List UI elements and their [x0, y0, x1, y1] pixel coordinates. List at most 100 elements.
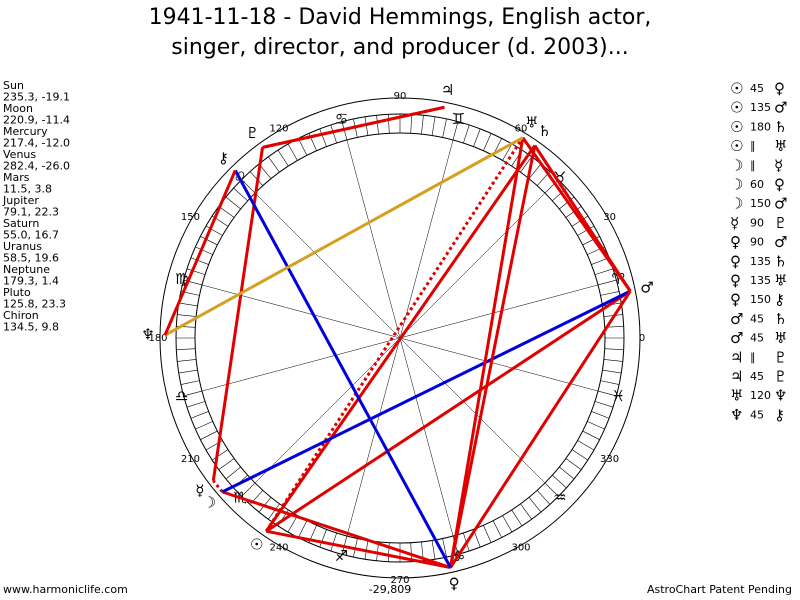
aspect-label: ∥ — [750, 140, 756, 153]
planet-name: Venus — [3, 148, 36, 161]
planet-name: Sun — [3, 79, 24, 92]
ring-tick — [604, 348, 624, 351]
ring-tick — [600, 380, 620, 385]
degree-label: 270 — [390, 575, 409, 586]
aspect-line — [221, 490, 451, 569]
planet-glyph: ☽ — [203, 493, 216, 511]
ring-tick — [536, 490, 551, 505]
aspect-from: ☉ — [730, 99, 743, 117]
aspect-line — [264, 136, 525, 533]
planet-position: 217.4, -12.0 — [3, 137, 70, 150]
aspect-from: ♀ — [730, 272, 741, 290]
aspect-from: ♀ — [730, 291, 741, 309]
aspect-from: ♂ — [730, 329, 743, 347]
ring-tick — [186, 401, 206, 408]
planet-position: 282.4, -26.0 — [3, 160, 70, 173]
ring-tick — [492, 520, 502, 538]
footer-right: AstroChart Patent Pending — [647, 583, 792, 596]
aspect-to: ⚷ — [774, 291, 785, 309]
ring-tick — [287, 143, 298, 161]
ring-tick — [180, 380, 200, 385]
aspect-from: ♃ — [730, 368, 743, 386]
aspect-to: ♅ — [774, 272, 787, 290]
aspect-to: ♄ — [774, 252, 787, 270]
aspect-label: 45 — [750, 370, 764, 383]
ring-tick — [528, 497, 542, 513]
aspect-line — [211, 147, 265, 481]
ring-tick — [544, 179, 559, 194]
aspect-from: ☽ — [730, 176, 743, 194]
zodiac-sign: ♎ — [175, 387, 188, 405]
footer-left: www.harmoniclife.com — [3, 583, 128, 596]
ring-tick — [483, 525, 492, 543]
aspect-from: ☉ — [730, 80, 743, 98]
zodiac-sign: ♊ — [452, 110, 465, 128]
ring-tick — [502, 515, 513, 533]
ring-tick — [582, 430, 600, 440]
ring-tick — [520, 156, 532, 173]
aspect-to: ☿ — [774, 156, 783, 174]
ring-tick — [268, 156, 280, 173]
ring-tick — [200, 236, 218, 246]
aspect-from: ♃ — [730, 348, 743, 366]
aspect-label: 45 — [750, 82, 764, 95]
ring-tick — [463, 124, 470, 144]
aspect-label: 135 — [750, 101, 771, 114]
zodiac-sign: ♒ — [553, 488, 566, 506]
ring-tick — [364, 116, 369, 136]
aspect-label: 45 — [750, 312, 764, 325]
aspect-line — [262, 105, 445, 149]
ring-tick — [277, 149, 289, 167]
ring-tick — [176, 348, 196, 351]
ring-tick — [552, 474, 567, 489]
ring-tick — [577, 225, 595, 236]
degree-label: 90 — [394, 91, 407, 102]
ring-tick — [330, 124, 337, 144]
planet-name: Saturn — [3, 217, 39, 230]
aspect-to: ♂ — [774, 233, 787, 251]
planet-glyph: ☉ — [250, 536, 263, 554]
ring-tick — [178, 369, 198, 374]
planet-glyph: ☿ — [195, 482, 204, 500]
ring-tick — [577, 440, 595, 451]
ring-tick — [200, 430, 218, 440]
aspect-label: ∥ — [750, 159, 756, 172]
zodiac-sign: ♈ — [612, 270, 625, 288]
aspect-line — [164, 136, 524, 337]
aspect-to: ♅ — [774, 137, 787, 155]
aspect-line — [449, 290, 632, 569]
planet-name: Neptune — [3, 263, 50, 276]
zodiac-sign: ♍ — [175, 270, 188, 288]
title-line: 1941-11-18 - David Hemmings, English act… — [149, 5, 652, 30]
chart-layer: 0306090120150180210240270300330♈♉♊♋♌♍♎♏♐… — [141, 81, 653, 593]
ring-tick — [502, 143, 513, 161]
ring-tick — [186, 268, 206, 275]
aspect-to: ♂ — [774, 195, 787, 213]
ring-tick — [195, 421, 213, 430]
ring-tick — [376, 115, 379, 135]
ring-tick — [520, 503, 532, 520]
aspect-to: ♅ — [774, 329, 787, 347]
outer-circle — [159, 97, 641, 579]
ring-tick — [211, 449, 229, 461]
aspect-line — [448, 137, 525, 568]
aspect-to: ♆ — [774, 387, 787, 405]
aspect-from: ♀ — [730, 252, 741, 270]
aspect-from: ♆ — [730, 406, 743, 424]
planet-position: 125.8, 23.3 — [3, 298, 66, 311]
aspect-to: ♀ — [774, 176, 785, 194]
planet-glyph: ♇ — [246, 124, 259, 142]
degree-label: 330 — [600, 454, 619, 465]
aspect-to: ♇ — [774, 214, 787, 232]
aspect-line — [221, 289, 631, 494]
planet-name: Jupiter — [2, 194, 39, 207]
ring-tick — [587, 421, 605, 430]
ring-tick — [241, 179, 256, 194]
ring-tick — [602, 369, 622, 374]
aspect-to: ♄ — [774, 118, 787, 136]
aspect-line — [265, 529, 451, 569]
degree-label: 150 — [181, 212, 200, 223]
ring-tick — [225, 196, 241, 210]
ring-tick — [559, 466, 575, 480]
